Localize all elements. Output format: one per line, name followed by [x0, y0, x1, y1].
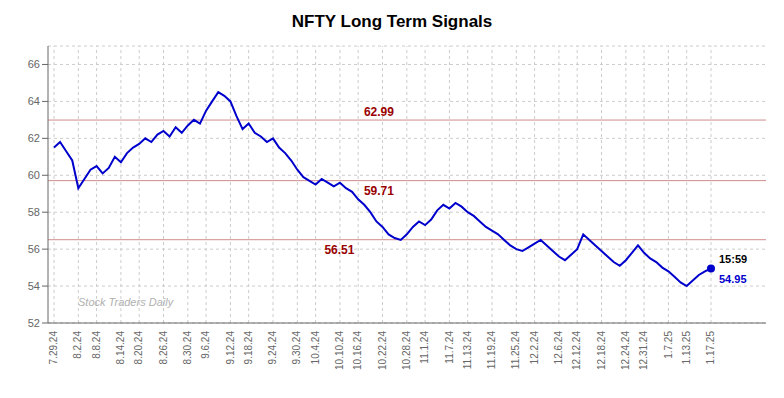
html-text:NFTY Long Term Signals: NFTY Long Term Signals — [291, 12, 493, 31]
svg-text:10.16.24: 10.16.24 — [352, 331, 363, 370]
svg-text:62.99: 62.99 — [364, 105, 394, 119]
svg-text:52: 52 — [28, 317, 40, 329]
svg-text:9.18.24: 9.18.24 — [243, 331, 254, 365]
svg-text:8.14.24: 8.14.24 — [115, 331, 126, 365]
svg-text:60: 60 — [28, 169, 40, 181]
svg-text:62: 62 — [28, 132, 40, 144]
svg-text:8.8.24: 8.8.24 — [91, 331, 102, 359]
svg-text:9.30.24: 9.30.24 — [291, 331, 302, 365]
svg-text:11.1.24: 11.1.24 — [419, 331, 430, 364]
svg-text:15:59: 15:59 — [719, 253, 747, 265]
html-text:Stock Traders Daily: Stock Traders Daily — [78, 296, 174, 308]
svg-text:11.13.24: 11.13.24 — [462, 331, 473, 370]
svg-text:10.22.24: 10.22.24 — [377, 331, 388, 370]
svg-text:8.30.24: 8.30.24 — [182, 331, 193, 365]
svg-text:10.28.24: 10.28.24 — [401, 331, 412, 370]
svg-text:7.29.24: 7.29.24 — [48, 331, 59, 365]
svg-text:56: 56 — [28, 243, 40, 255]
svg-text:9.24.24: 9.24.24 — [267, 331, 278, 365]
svg-text:59.71: 59.71 — [364, 184, 394, 198]
svg-text:54.95: 54.95 — [719, 273, 747, 285]
svg-text:9.6.24: 9.6.24 — [200, 331, 211, 359]
svg-text:8.20.24: 8.20.24 — [133, 331, 144, 365]
svg-text:64: 64 — [28, 95, 40, 107]
svg-text:10.4.24: 10.4.24 — [310, 331, 321, 365]
svg-text:10.10.24: 10.10.24 — [334, 331, 345, 370]
svg-text:12.2.24: 12.2.24 — [529, 331, 540, 365]
svg-text:12.6.24: 12.6.24 — [553, 331, 564, 365]
svg-text:12.24.24: 12.24.24 — [620, 331, 631, 370]
svg-text:8.26.24: 8.26.24 — [158, 331, 169, 365]
svg-text:11.7.24: 11.7.24 — [444, 331, 455, 364]
svg-text:1.7.25: 1.7.25 — [663, 331, 674, 359]
svg-text:56.51: 56.51 — [324, 243, 354, 257]
svg-text:11.19.24: 11.19.24 — [486, 331, 497, 370]
svg-text:12.18.24: 12.18.24 — [596, 331, 607, 370]
svg-text:12.31.24: 12.31.24 — [638, 331, 649, 370]
svg-text:1.17.25: 1.17.25 — [705, 331, 716, 365]
svg-text:12.12.24: 12.12.24 — [571, 331, 582, 370]
svg-text:11.25.24: 11.25.24 — [510, 331, 521, 370]
svg-text:66: 66 — [28, 58, 40, 70]
svg-text:9.12.24: 9.12.24 — [225, 331, 236, 365]
svg-text:58: 58 — [28, 206, 40, 218]
svg-text:8.2.24: 8.2.24 — [72, 331, 83, 359]
svg-text:1.13.25: 1.13.25 — [681, 331, 692, 365]
svg-text:54: 54 — [28, 280, 40, 292]
